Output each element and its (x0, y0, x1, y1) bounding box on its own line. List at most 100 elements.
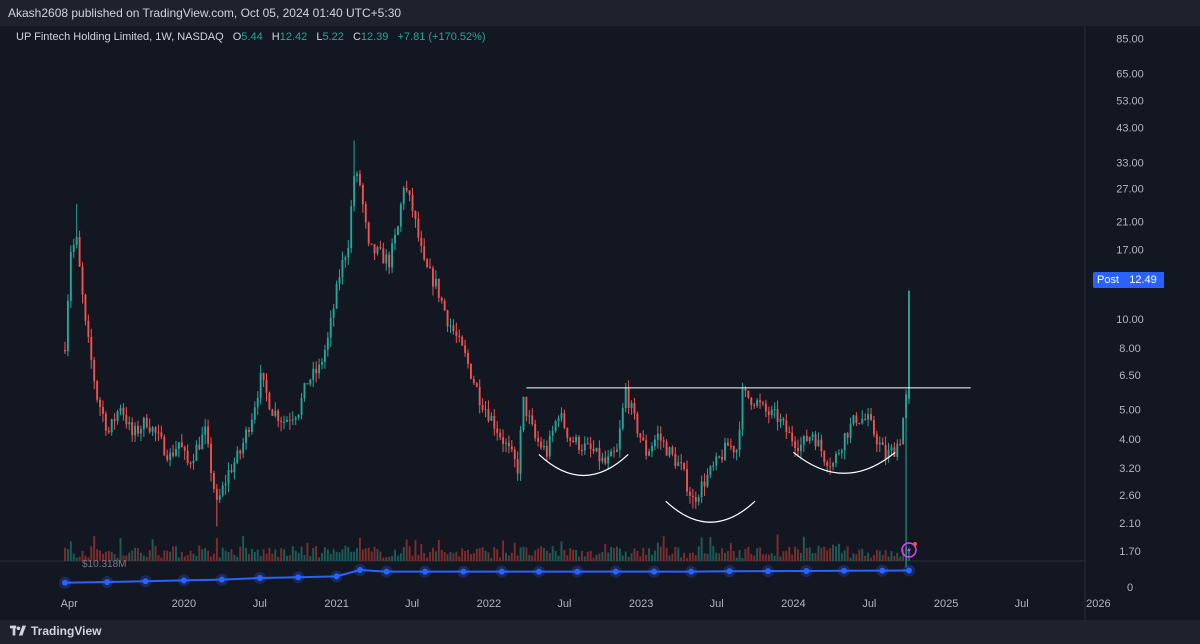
candle-body (318, 364, 321, 374)
volume-bar (242, 536, 245, 561)
y-tick-label: 10.00 (1116, 314, 1144, 326)
volume-bar (402, 547, 405, 561)
candle-body (151, 427, 154, 432)
volume-bar (729, 542, 732, 561)
indicator-point (180, 577, 187, 584)
volume-bar (569, 548, 572, 561)
candle-body (142, 417, 145, 430)
candle-body (300, 397, 303, 415)
candle-body (887, 450, 890, 459)
candle-body (557, 418, 560, 422)
published-info: Akash2608 published on TradingView.com, … (8, 6, 402, 20)
candle-body (224, 483, 227, 486)
candle-body (335, 283, 338, 309)
volume-bar (548, 552, 551, 561)
tradingview-brand: TradingView (31, 624, 102, 638)
volume-bar (212, 553, 215, 561)
volume-bar (633, 548, 636, 561)
volume-bar (344, 545, 347, 561)
candle-body (113, 419, 116, 421)
candle-body (797, 448, 799, 451)
volume-bar (478, 548, 481, 561)
candle-body (762, 402, 764, 404)
indicator-line (64, 568, 909, 584)
candle-body (788, 432, 791, 434)
candle-body (472, 378, 475, 384)
candle-body (183, 447, 186, 451)
volume-bar (245, 547, 248, 561)
volume-bar (537, 548, 540, 561)
candle-body (875, 434, 878, 445)
candle-body (624, 388, 627, 409)
candle-body (540, 441, 542, 448)
indicator-point (333, 573, 340, 580)
candle-body (735, 450, 738, 453)
candle-body (306, 383, 309, 385)
price-chart[interactable]: 85.00 65.00 53.00 43.00 33.00 27.00 21.00 17.00… (0, 26, 1200, 620)
y-tick-label: 2.60 (1119, 490, 1140, 502)
tradingview-logo[interactable]: TradingView (10, 624, 101, 638)
publisher-bar: Akash2608 published on TradingView.com, … (0, 0, 1200, 26)
volume-bar (119, 537, 122, 561)
candle-body (505, 442, 507, 444)
candle-body (715, 456, 718, 466)
x-tick-label: 2021 (324, 598, 348, 610)
candle-body (201, 434, 204, 450)
y-tick-label: 5.00 (1119, 405, 1140, 417)
candle-body (569, 437, 572, 441)
volume-bar (306, 542, 309, 561)
indicator-point (256, 575, 263, 581)
volume-bar (215, 538, 218, 561)
volume-bar (598, 553, 601, 561)
high-label: H (271, 31, 280, 43)
volume-bar (788, 546, 791, 561)
candle-body (131, 422, 134, 436)
volume-bar (224, 550, 227, 561)
volume-bar (464, 551, 467, 561)
volume-bar (373, 546, 376, 561)
volume-bar (636, 550, 639, 561)
candle-body (902, 418, 905, 445)
candle-body (826, 462, 829, 467)
volume-bar (896, 552, 899, 561)
close-label: C (352, 31, 361, 43)
volume-bar (385, 557, 388, 561)
volume-bar (843, 550, 846, 561)
candle-body (402, 187, 405, 205)
volume-bar (762, 554, 764, 561)
candle-body (84, 294, 87, 321)
candle-body (116, 411, 119, 421)
volume-bar (376, 549, 379, 561)
volume-bar (332, 549, 335, 561)
volume-bar (674, 546, 677, 561)
candle-body (379, 247, 382, 249)
volume-bar (367, 547, 370, 561)
volume-bar (566, 555, 569, 561)
post-market-badge: Post (1093, 272, 1124, 288)
volume-bar (323, 547, 326, 561)
volume-bar (236, 556, 239, 561)
candle-body (592, 448, 595, 452)
indicator-point (498, 568, 505, 575)
alert-dot-icon (912, 542, 917, 546)
candle-body (651, 446, 653, 452)
volume-bar (221, 547, 224, 561)
volume-bar (335, 551, 338, 561)
candle-body (239, 450, 242, 454)
indicator-point (803, 567, 810, 574)
volume-bar (180, 551, 183, 561)
volume-bar (309, 556, 312, 561)
volume-bar (510, 552, 513, 561)
volume-bar (443, 552, 446, 561)
volume-bar (218, 557, 221, 561)
candle-body (373, 244, 376, 254)
volume-bar (291, 546, 294, 561)
volume-bar (814, 552, 817, 561)
candle-body (195, 444, 198, 461)
volume-bar (764, 554, 767, 561)
volume-bar (645, 554, 648, 561)
volume-bar (627, 556, 630, 561)
volume-bar (493, 547, 496, 561)
volume-bar (341, 549, 344, 561)
volume-bar (703, 553, 706, 561)
